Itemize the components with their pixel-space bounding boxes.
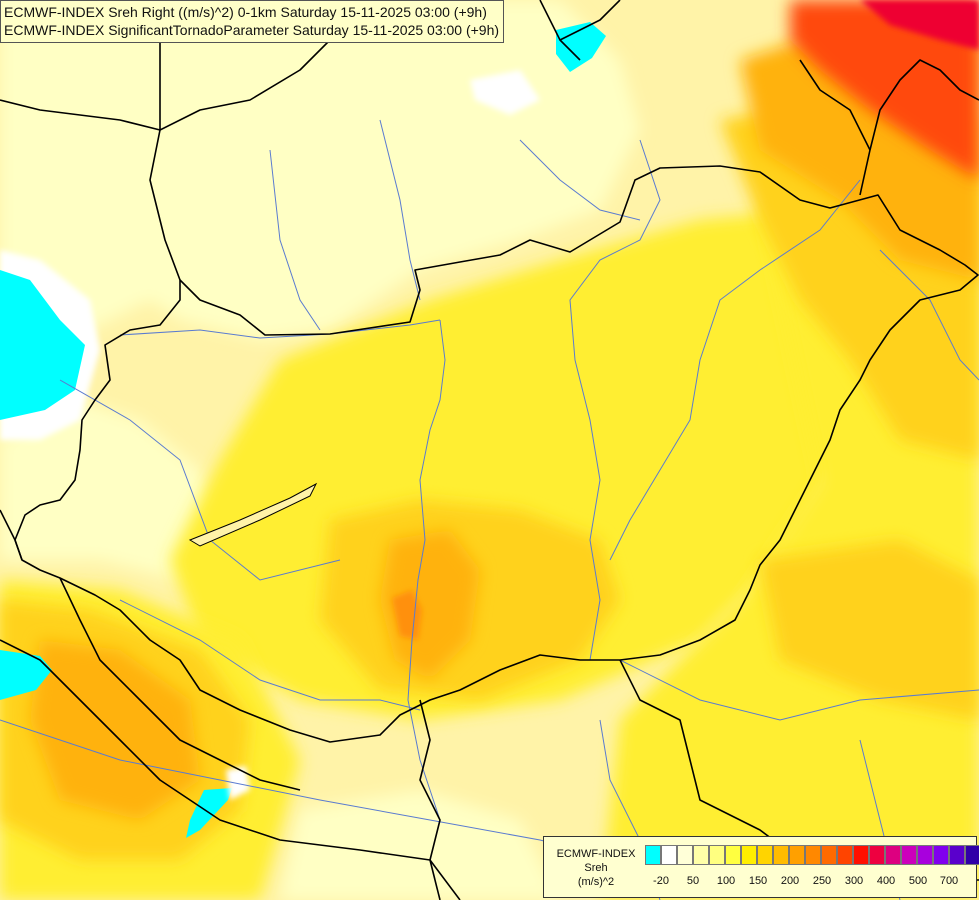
river-southeast xyxy=(619,659,979,721)
river-drava xyxy=(119,599,421,711)
legend-swatch xyxy=(725,845,741,865)
border-hungary xyxy=(14,165,979,743)
legend-swatch xyxy=(805,845,821,865)
deep-orange-spot xyxy=(392,590,422,640)
white-region-south xyxy=(226,766,250,800)
legend-swatch xyxy=(965,845,979,865)
legend-swatch xyxy=(885,845,901,865)
border-ukraine xyxy=(859,59,979,196)
river-tisza xyxy=(569,139,661,661)
legend-tick-label: 500 xyxy=(908,875,928,887)
river-sava xyxy=(0,719,621,861)
map-title-box: ECMWF-INDEX Sreh Right ((m/s)^2) 0-1km S… xyxy=(0,0,505,43)
legend-tick-label: -20 xyxy=(653,875,669,887)
legend-swatch xyxy=(917,845,933,865)
orange-region-danube xyxy=(380,530,480,680)
legend-tick-label: 50 xyxy=(686,875,700,887)
legend-swatch xyxy=(693,845,709,865)
legend-swatch xyxy=(645,845,661,865)
river-danube-upper xyxy=(119,319,441,339)
river-east-tisza xyxy=(609,179,861,561)
legend-swatch xyxy=(837,845,853,865)
legend-tick-label: 100 xyxy=(716,875,736,887)
legend-source: ECMWF-INDEX xyxy=(556,848,636,860)
border-croatia-bosnia xyxy=(0,639,431,861)
legend-tick-label: 150 xyxy=(748,875,768,887)
legend-swatch xyxy=(901,845,917,865)
legend-unit: (m/s)^2 xyxy=(577,876,615,888)
cyan-region-north xyxy=(556,22,606,72)
orange-region-west xyxy=(30,640,200,820)
legend-swatch xyxy=(677,845,693,865)
border-poland-ukraine xyxy=(559,0,621,41)
border-north-poland xyxy=(539,0,581,61)
river-north2 xyxy=(379,119,421,301)
river-west xyxy=(59,379,341,581)
gold-region-southeast xyxy=(760,540,979,720)
rivers xyxy=(0,119,979,900)
pale-region-south xyxy=(280,790,560,900)
border-austria-slovenia xyxy=(0,509,23,561)
border-slovakia-north xyxy=(149,0,181,281)
legend-swatch xyxy=(709,845,725,865)
color-legend: ECMWF-INDEX Sreh (m/s)^2 -20 50 100 150 200 2… xyxy=(543,836,979,898)
legend-tick-label: 400 xyxy=(876,875,896,887)
border-serbia-bosnia xyxy=(429,859,441,900)
legend-name: ECMWF-INDEX Sreh (m/s)^2 xyxy=(548,847,644,889)
river-danube-south xyxy=(407,319,446,821)
red-region-northeast xyxy=(790,0,979,180)
legend-tick-label: 700 xyxy=(939,875,959,887)
legend-swatch xyxy=(773,845,789,865)
cyan-region-southwest xyxy=(0,650,52,700)
river-northeast xyxy=(519,139,641,221)
crimson-region-northeast xyxy=(860,0,979,50)
border-serbia-croatia xyxy=(419,699,461,900)
legend-swatch xyxy=(789,845,805,865)
lake-balaton xyxy=(188,482,318,547)
pale-region-west xyxy=(0,400,230,580)
map-title-stp: ECMWF-INDEX SignificantTornadoParameter … xyxy=(4,22,500,38)
white-region-north xyxy=(470,70,540,115)
legend-variable: Sreh xyxy=(584,862,608,874)
legend-swatch xyxy=(661,845,677,865)
map-title-sreh: ECMWF-INDEX Sreh Right ((m/s)^2) 0-1km S… xyxy=(4,4,487,20)
river-north xyxy=(269,149,321,331)
border-northeast-inner xyxy=(799,59,871,151)
legend-swatch xyxy=(949,845,965,865)
legend-tick-label: 300 xyxy=(844,875,864,887)
legend-swatch xyxy=(757,845,773,865)
legend-swatch xyxy=(821,845,837,865)
legend-swatches xyxy=(645,845,979,865)
river-east xyxy=(879,249,979,381)
legend-swatch xyxy=(933,845,949,865)
legend-tick-label: 250 xyxy=(812,875,832,887)
legend-tick-label: 200 xyxy=(780,875,800,887)
border-austria xyxy=(0,99,161,131)
legend-swatch xyxy=(741,845,757,865)
legend-swatch xyxy=(869,845,885,865)
border-croatia-slovenia xyxy=(59,577,301,791)
legend-swatch xyxy=(853,845,869,865)
